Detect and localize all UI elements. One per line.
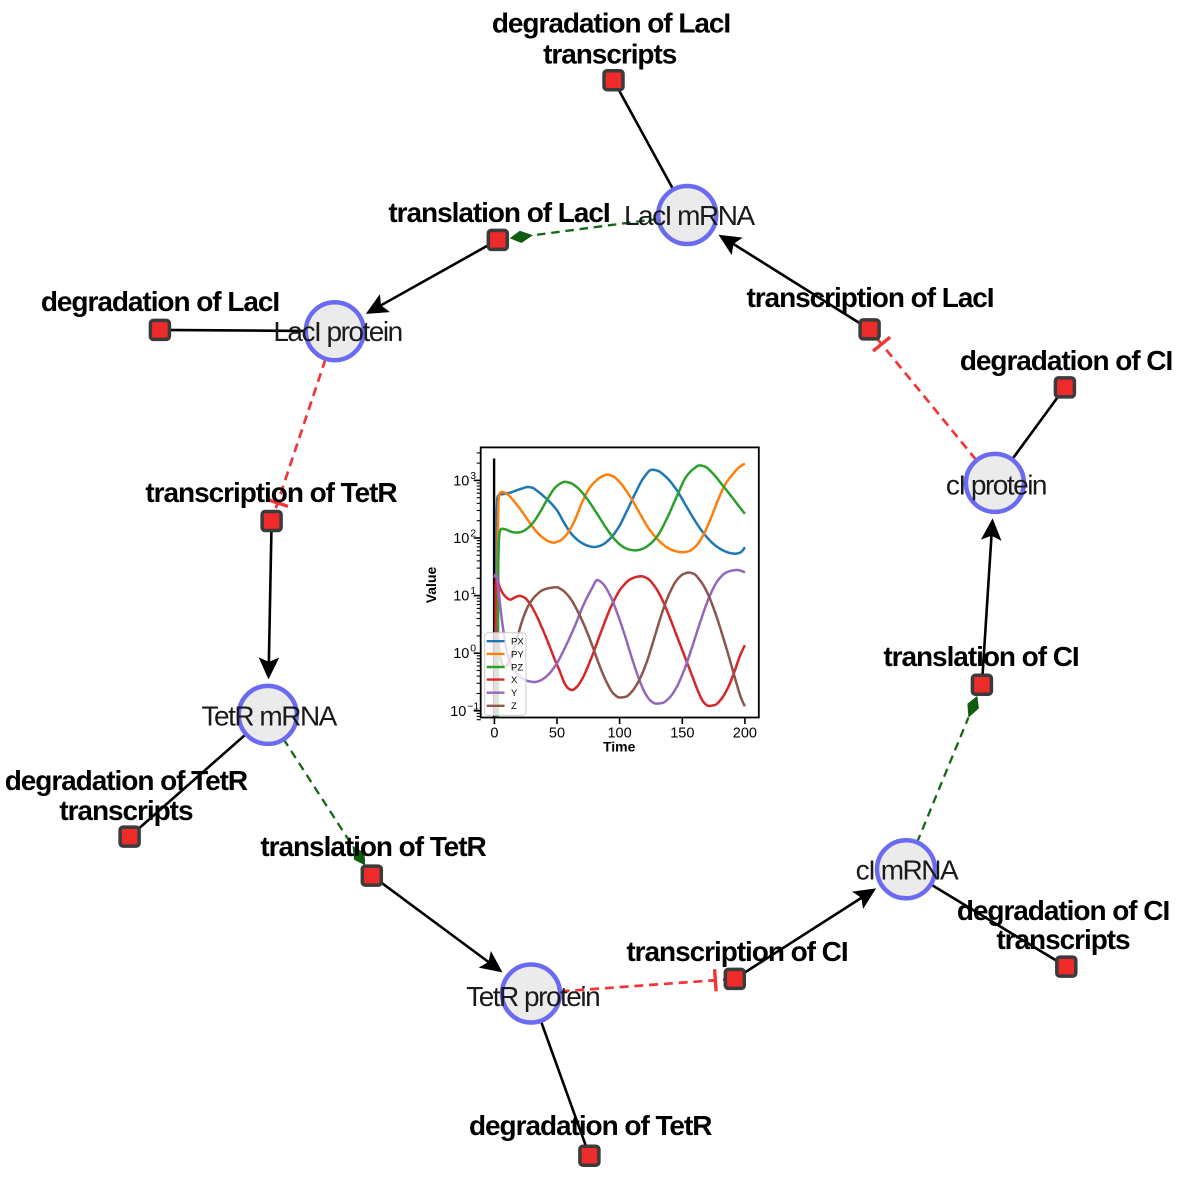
- svg-text:degradation of TetR: degradation of TetR: [469, 1110, 712, 1141]
- svg-text:transcripts: transcripts: [59, 795, 193, 826]
- svg-text:transcription of CI: transcription of CI: [626, 936, 847, 967]
- svg-text:0: 0: [490, 726, 498, 742]
- svg-text:1: 1: [470, 585, 476, 597]
- svg-text:200: 200: [733, 726, 757, 742]
- svg-text:10: 10: [453, 646, 469, 662]
- svg-text:TetR mRNA: TetR mRNA: [202, 701, 338, 732]
- svg-text:PZ: PZ: [511, 662, 523, 673]
- svg-text:150: 150: [670, 726, 694, 742]
- svg-text:Z: Z: [511, 701, 517, 712]
- svg-text:10: 10: [453, 589, 469, 605]
- svg-text:100: 100: [607, 726, 631, 742]
- svg-text:degradation of CI: degradation of CI: [957, 895, 1169, 926]
- svg-text:LacI protein: LacI protein: [273, 316, 401, 347]
- svg-text:cI protein: cI protein: [946, 470, 1046, 501]
- svg-text:PX: PX: [511, 637, 524, 648]
- svg-text:degradation of LacI: degradation of LacI: [492, 8, 730, 39]
- svg-text:Time: Time: [603, 739, 636, 755]
- svg-text:transcription of LacI: transcription of LacI: [746, 282, 993, 313]
- svg-text:degradation of TetR: degradation of TetR: [5, 765, 248, 796]
- svg-text:transcription of TetR: transcription of TetR: [145, 477, 397, 508]
- svg-text:transcripts: transcripts: [543, 39, 677, 70]
- svg-text:X: X: [511, 675, 518, 686]
- svg-text:translation of TetR: translation of TetR: [260, 831, 486, 862]
- svg-text:0: 0: [470, 643, 476, 655]
- svg-text:50: 50: [549, 726, 565, 742]
- svg-text:TetR protein: TetR protein: [466, 981, 599, 1012]
- svg-text:translation of CI: translation of CI: [883, 641, 1078, 672]
- svg-text:degradation of LacI: degradation of LacI: [41, 286, 279, 317]
- svg-text:degradation of CI: degradation of CI: [960, 345, 1172, 376]
- svg-text:10: 10: [450, 704, 466, 720]
- svg-text:10: 10: [453, 473, 469, 489]
- svg-text:cI mRNA: cI mRNA: [856, 854, 959, 885]
- svg-text:2: 2: [470, 528, 476, 540]
- svg-text:Y: Y: [511, 688, 518, 699]
- svg-text:translation of LacI: translation of LacI: [388, 197, 609, 228]
- svg-text:3: 3: [470, 470, 476, 482]
- svg-text:10: 10: [453, 531, 469, 547]
- svg-text:PY: PY: [511, 649, 524, 660]
- svg-text:−1: −1: [467, 700, 479, 712]
- svg-text:LacI mRNA: LacI mRNA: [624, 200, 755, 231]
- svg-text:transcripts: transcripts: [996, 924, 1130, 955]
- svg-text:Value: Value: [423, 567, 439, 604]
